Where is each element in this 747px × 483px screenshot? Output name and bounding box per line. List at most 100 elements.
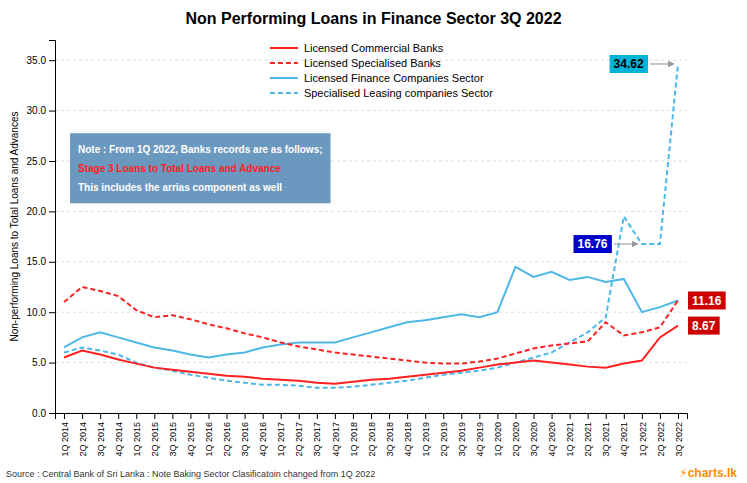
annotation-arrow (614, 243, 638, 244)
y-tick-mark (49, 161, 55, 162)
x-tick: 2Q 2022 (656, 413, 666, 457)
y-tick-mark (49, 60, 55, 61)
x-axis: 1Q 20142Q 20143Q 20144Q 20141Q 20152Q 20… (56, 413, 688, 457)
x-tick-label: 2Q 2018 (367, 422, 377, 457)
x-tick: 4Q 2017 (331, 413, 341, 457)
note-box (70, 133, 331, 203)
annotation-label: 8.67 (692, 319, 716, 333)
annotation-box (610, 55, 648, 73)
x-tick-label: 3Q 2015 (168, 422, 178, 457)
legend-swatch (270, 47, 298, 49)
grid-line (55, 312, 687, 313)
legend-label: Licensed Finance Companies Sector (304, 72, 484, 84)
x-tick-label: 4Q 2020 (547, 422, 557, 457)
y-tick-label: 5.0 (32, 357, 46, 368)
x-tick: 3Q 2022 (674, 413, 684, 457)
x-tick-mark (660, 413, 661, 419)
grid-line (55, 362, 687, 363)
value-annotation: 16.76 (574, 235, 638, 253)
x-tick-mark (407, 413, 408, 419)
logo: ⚡charts.lk (679, 466, 737, 480)
y-tick-mark (49, 262, 55, 263)
x-tick: 3Q 2016 (240, 413, 250, 457)
value-annotation: 8.67 (688, 317, 720, 335)
grid-line (55, 110, 687, 111)
x-tick-mark (497, 413, 498, 419)
y-tick: 10.0 (27, 307, 55, 318)
y-axis-title: Non-performing Loans to Total Loans and … (9, 112, 20, 342)
x-tick: 3Q 2019 (457, 413, 467, 457)
x-tick-mark (353, 413, 354, 419)
x-tick-label: 2Q 2019 (439, 422, 449, 457)
note: Note : From 1Q 2022, Banks records are a… (70, 133, 331, 203)
y-tick-label: 30.0 (27, 105, 47, 116)
legend-item: Licensed Finance Companies Sector (270, 72, 484, 84)
annotation-arrow (650, 63, 674, 64)
annotation-label: 34.62 (614, 57, 644, 71)
x-tick-mark (317, 413, 318, 419)
x-tick-label: 4Q 2021 (619, 422, 629, 457)
x-tick-mark (642, 413, 643, 419)
annotation-box (688, 317, 720, 335)
series-line (64, 287, 678, 364)
y-tick: 20.0 (27, 206, 55, 217)
x-tick-mark (515, 413, 516, 419)
x-tick-mark (588, 413, 589, 419)
legend-label: Licensed Specialised Banks (304, 57, 441, 69)
x-tick-mark (479, 413, 480, 419)
x-tick: 4Q 2016 (258, 413, 268, 457)
x-tick: 3Q 2018 (385, 413, 395, 457)
annotation-label: 11.16 (692, 294, 722, 308)
value-annotation: 11.16 (688, 291, 726, 309)
note-text: Note : From 1Q 2022, Banks records are a… (78, 144, 323, 155)
y-axis-line (49, 41, 56, 414)
x-tick-mark (443, 413, 444, 419)
y-tick: 35.0 (27, 55, 55, 66)
x-tick-mark (208, 413, 209, 419)
x-tick: 4Q 2021 (619, 413, 629, 457)
x-tick-label: 2Q 2014 (78, 422, 88, 457)
y-tick: 0.0 (32, 408, 55, 419)
x-tick-mark (154, 413, 155, 419)
legend: Licensed Commercial BanksLicensed Specia… (270, 42, 493, 99)
x-tick: 4Q 2020 (547, 413, 557, 457)
x-tick-mark (678, 413, 679, 419)
x-tick-label: 2Q 2017 (294, 422, 304, 457)
series-line (64, 267, 678, 358)
x-tick-mark (624, 413, 625, 419)
x-tick-label: 3Q 2017 (312, 422, 322, 457)
x-tick-label: 3Q 2020 (529, 422, 539, 457)
x-tick: 2Q 2018 (367, 413, 377, 457)
x-tick-label: 1Q 2014 (60, 422, 70, 457)
y-tick: 15.0 (27, 256, 55, 267)
grid-line (55, 261, 687, 262)
x-tick: 1Q 2019 (421, 413, 431, 457)
chart: Non Performing Loans in Finance Sector 3… (0, 0, 747, 483)
x-tick: 1Q 2018 (349, 413, 359, 457)
y-tick-label: 0.0 (32, 408, 46, 419)
x-tick-label: 2Q 2022 (656, 422, 666, 457)
x-tick-mark (190, 413, 191, 419)
y-tick-mark (49, 211, 55, 212)
x-tick-label: 1Q 2018 (349, 422, 359, 457)
x-tick-label: 2Q 2015 (150, 422, 160, 457)
x-tick: 1Q 2014 (60, 413, 70, 457)
legend-swatch (270, 77, 298, 79)
y-tick-label: 10.0 (27, 307, 47, 318)
annotation-box (574, 235, 612, 253)
source: Source : Central Bank of Sri Lanka : Not… (6, 469, 375, 479)
x-tick-mark (263, 413, 264, 419)
legend-item: Specialised Leasing companies Sector (270, 87, 493, 99)
grid-line (55, 211, 687, 212)
y-tick-mark (49, 111, 55, 112)
y-tick: 25.0 (27, 156, 55, 167)
x-tick: 1Q 2016 (204, 413, 214, 457)
x-tick: 1Q 2022 (638, 413, 648, 457)
x-tick-mark (64, 413, 65, 419)
x-tick-label: 2Q 2016 (222, 422, 232, 457)
x-tick-label: 1Q 2016 (204, 422, 214, 457)
y-tick-mark (49, 363, 55, 364)
x-tick-label: 1Q 2020 (493, 422, 503, 457)
x-tick: 1Q 2017 (276, 413, 286, 457)
x-tick: 4Q 2019 (475, 413, 485, 457)
